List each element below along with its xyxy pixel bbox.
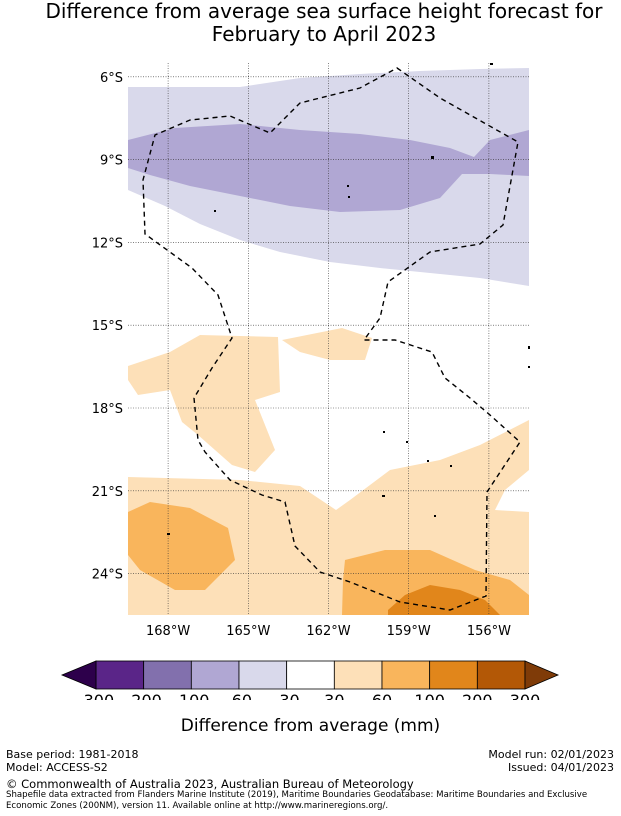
x-tick-label: 168°W — [146, 624, 190, 639]
speck — [434, 515, 436, 517]
contour-100-200 — [388, 585, 500, 615]
contour-30-60-center — [282, 328, 372, 360]
speck — [214, 210, 216, 212]
model-run: Model run: 02/01/2023 — [488, 748, 614, 761]
colorbar-tick-labels: -300 -200 -100 -60 -30 30 60 100 200 300 — [78, 691, 540, 700]
colorbar-bins — [95, 660, 526, 690]
colorbar-bin — [381, 660, 431, 690]
colorbar-tick-label: 100 — [414, 691, 445, 700]
colorbar-tick-label: 300 — [510, 691, 541, 700]
colorbar-bin — [190, 660, 240, 690]
speck — [450, 465, 452, 467]
colorbar-tick-label: -60 — [226, 691, 252, 700]
speck — [167, 533, 170, 535]
colorbar-bin — [143, 660, 192, 690]
issued-date: Issued: 04/01/2023 — [507, 761, 614, 774]
x-tick-labels: 168°W 165°W 162°W 159°W 156°W — [146, 624, 511, 639]
y-tick-label: 24°S — [92, 568, 123, 583]
colorbar-tick-label: 200 — [462, 691, 493, 700]
speck — [406, 441, 408, 443]
sea-surface-height-map: 168°W 165°W 162°W 159°W 156°W 6°S 9°S 12°S 15°S… — [92, 63, 530, 639]
eez-boundary — [142, 67, 521, 611]
footer-left: Base period: 1981-2018 Model: ACCESS-S2 — [6, 748, 138, 774]
colorbar-bin — [429, 660, 478, 690]
speck — [348, 196, 350, 198]
footer-right: Model run: 02/01/2023 Issued: 04/01/2023 — [488, 748, 614, 774]
colorbar-under-arrow — [60, 660, 97, 690]
title-line-1: Difference from average sea surface heig… — [45, 0, 603, 23]
y-tick-label: 21°S — [92, 485, 123, 500]
copyright-notice: © Commonwealth of Australia 2023, Austra… — [6, 777, 414, 791]
colorbar-bin — [286, 660, 335, 690]
colorbar-bin — [333, 660, 383, 690]
contour-60-100-west — [128, 502, 235, 590]
colorbar-label: Difference from average (mm) — [180, 716, 441, 736]
contour-30-60-west — [128, 335, 280, 472]
speck — [528, 346, 530, 349]
y-tick-label: 9°S — [100, 154, 123, 169]
colorbar-tick-label: 30 — [324, 691, 344, 700]
speck — [490, 63, 493, 65]
shapefile-attribution: Shapefile data extracted from Flanders M… — [6, 790, 588, 811]
colorbar-bin — [476, 660, 526, 690]
contour-60-100-south — [342, 550, 529, 615]
colorbar: -300 -200 -100 -60 -30 30 60 100 200 300 — [60, 660, 560, 700]
speck — [382, 495, 385, 497]
grid-lines — [128, 63, 529, 615]
title-line-2: February to April 2023 — [211, 22, 437, 46]
speck — [431, 156, 434, 159]
base-period: Base period: 1981-2018 — [6, 748, 139, 761]
plot-area: 168°W 165°W 162°W 159°W 156°W 6°S 9°S 12°S 15°S… — [92, 63, 530, 639]
colorbar-tick-label: -200 — [126, 691, 162, 700]
y-tick-label: 6°S — [100, 71, 123, 86]
colorbar-over-arrow — [524, 660, 560, 690]
speck — [528, 366, 530, 368]
model-name: Model: ACCESS-S2 — [6, 761, 108, 774]
y-tick-labels: 6°S 9°S 12°S 15°S 18°S 21°S 24°S — [92, 71, 123, 583]
colorbar-tick-label: -30 — [274, 691, 300, 700]
x-tick-label: 159°W — [387, 624, 431, 639]
x-tick-label: 162°W — [306, 624, 350, 639]
colorbar-tick-label: -100 — [173, 691, 209, 700]
colorbar-bin — [238, 660, 288, 690]
y-tick-label: 15°S — [92, 319, 123, 334]
chart-title: Difference from average sea surface heig… — [0, 0, 621, 46]
y-tick-label: 18°S — [92, 402, 123, 417]
x-tick-label: 156°W — [467, 624, 511, 639]
x-tick-label: 165°W — [226, 624, 270, 639]
speck — [427, 460, 429, 462]
speck — [383, 431, 385, 433]
colorbar-tick-label: 60 — [372, 691, 392, 700]
y-tick-label: 12°S — [92, 236, 123, 251]
speck — [347, 185, 349, 187]
colorbar-tick-label: -300 — [78, 691, 114, 700]
contour-specks — [167, 63, 530, 535]
colorbar-bin — [95, 660, 145, 690]
